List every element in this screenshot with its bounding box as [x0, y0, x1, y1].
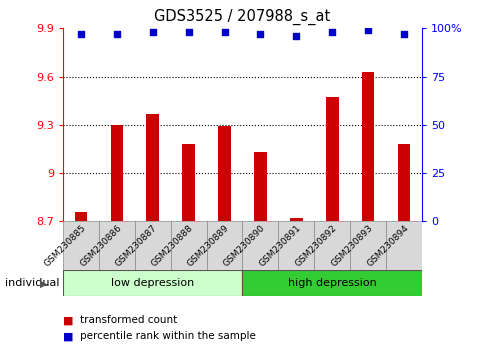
Text: GSM230888: GSM230888: [150, 224, 195, 269]
Text: GSM230893: GSM230893: [329, 224, 374, 269]
Text: ▶: ▶: [40, 279, 47, 289]
Bar: [254, 152, 266, 221]
Bar: [135, 221, 170, 271]
Bar: [63, 221, 99, 271]
Text: high depression: high depression: [287, 278, 376, 288]
Text: GSM230892: GSM230892: [293, 224, 338, 269]
Point: [149, 29, 156, 35]
Text: GSM230894: GSM230894: [364, 224, 409, 269]
Bar: [325, 97, 338, 221]
Text: ■: ■: [63, 315, 74, 325]
Bar: [278, 221, 314, 271]
Text: GSM230886: GSM230886: [78, 224, 123, 269]
Bar: [75, 212, 87, 221]
Text: transformed count: transformed count: [80, 315, 177, 325]
Bar: [397, 144, 409, 221]
Text: percentile rank within the sample: percentile rank within the sample: [80, 331, 256, 341]
Point: [77, 31, 85, 37]
Text: GSM230885: GSM230885: [42, 224, 87, 269]
Point: [184, 29, 192, 35]
Bar: [99, 221, 135, 271]
Text: individual: individual: [5, 278, 59, 288]
Bar: [206, 221, 242, 271]
Text: ■: ■: [63, 331, 74, 341]
Text: GSM230889: GSM230889: [185, 224, 230, 269]
Bar: [349, 221, 385, 271]
Text: GDS3525 / 207988_s_at: GDS3525 / 207988_s_at: [154, 9, 330, 25]
Point: [113, 31, 121, 37]
Point: [220, 29, 228, 35]
Bar: [314, 221, 349, 271]
Bar: [146, 114, 159, 221]
Bar: [242, 221, 278, 271]
Point: [292, 33, 300, 39]
Bar: [182, 144, 195, 221]
Point: [328, 29, 335, 35]
Point: [256, 31, 264, 37]
Text: GSM230890: GSM230890: [221, 224, 266, 269]
Text: GSM230891: GSM230891: [257, 224, 302, 269]
Bar: [385, 221, 421, 271]
Bar: [110, 125, 123, 221]
Bar: [289, 218, 302, 221]
Bar: [361, 72, 374, 221]
Text: GSM230887: GSM230887: [114, 224, 159, 269]
Bar: [242, 270, 421, 296]
Bar: [170, 221, 206, 271]
Text: low depression: low depression: [111, 278, 194, 288]
Point: [399, 31, 407, 37]
Bar: [63, 270, 242, 296]
Point: [363, 27, 371, 33]
Bar: [218, 126, 230, 221]
